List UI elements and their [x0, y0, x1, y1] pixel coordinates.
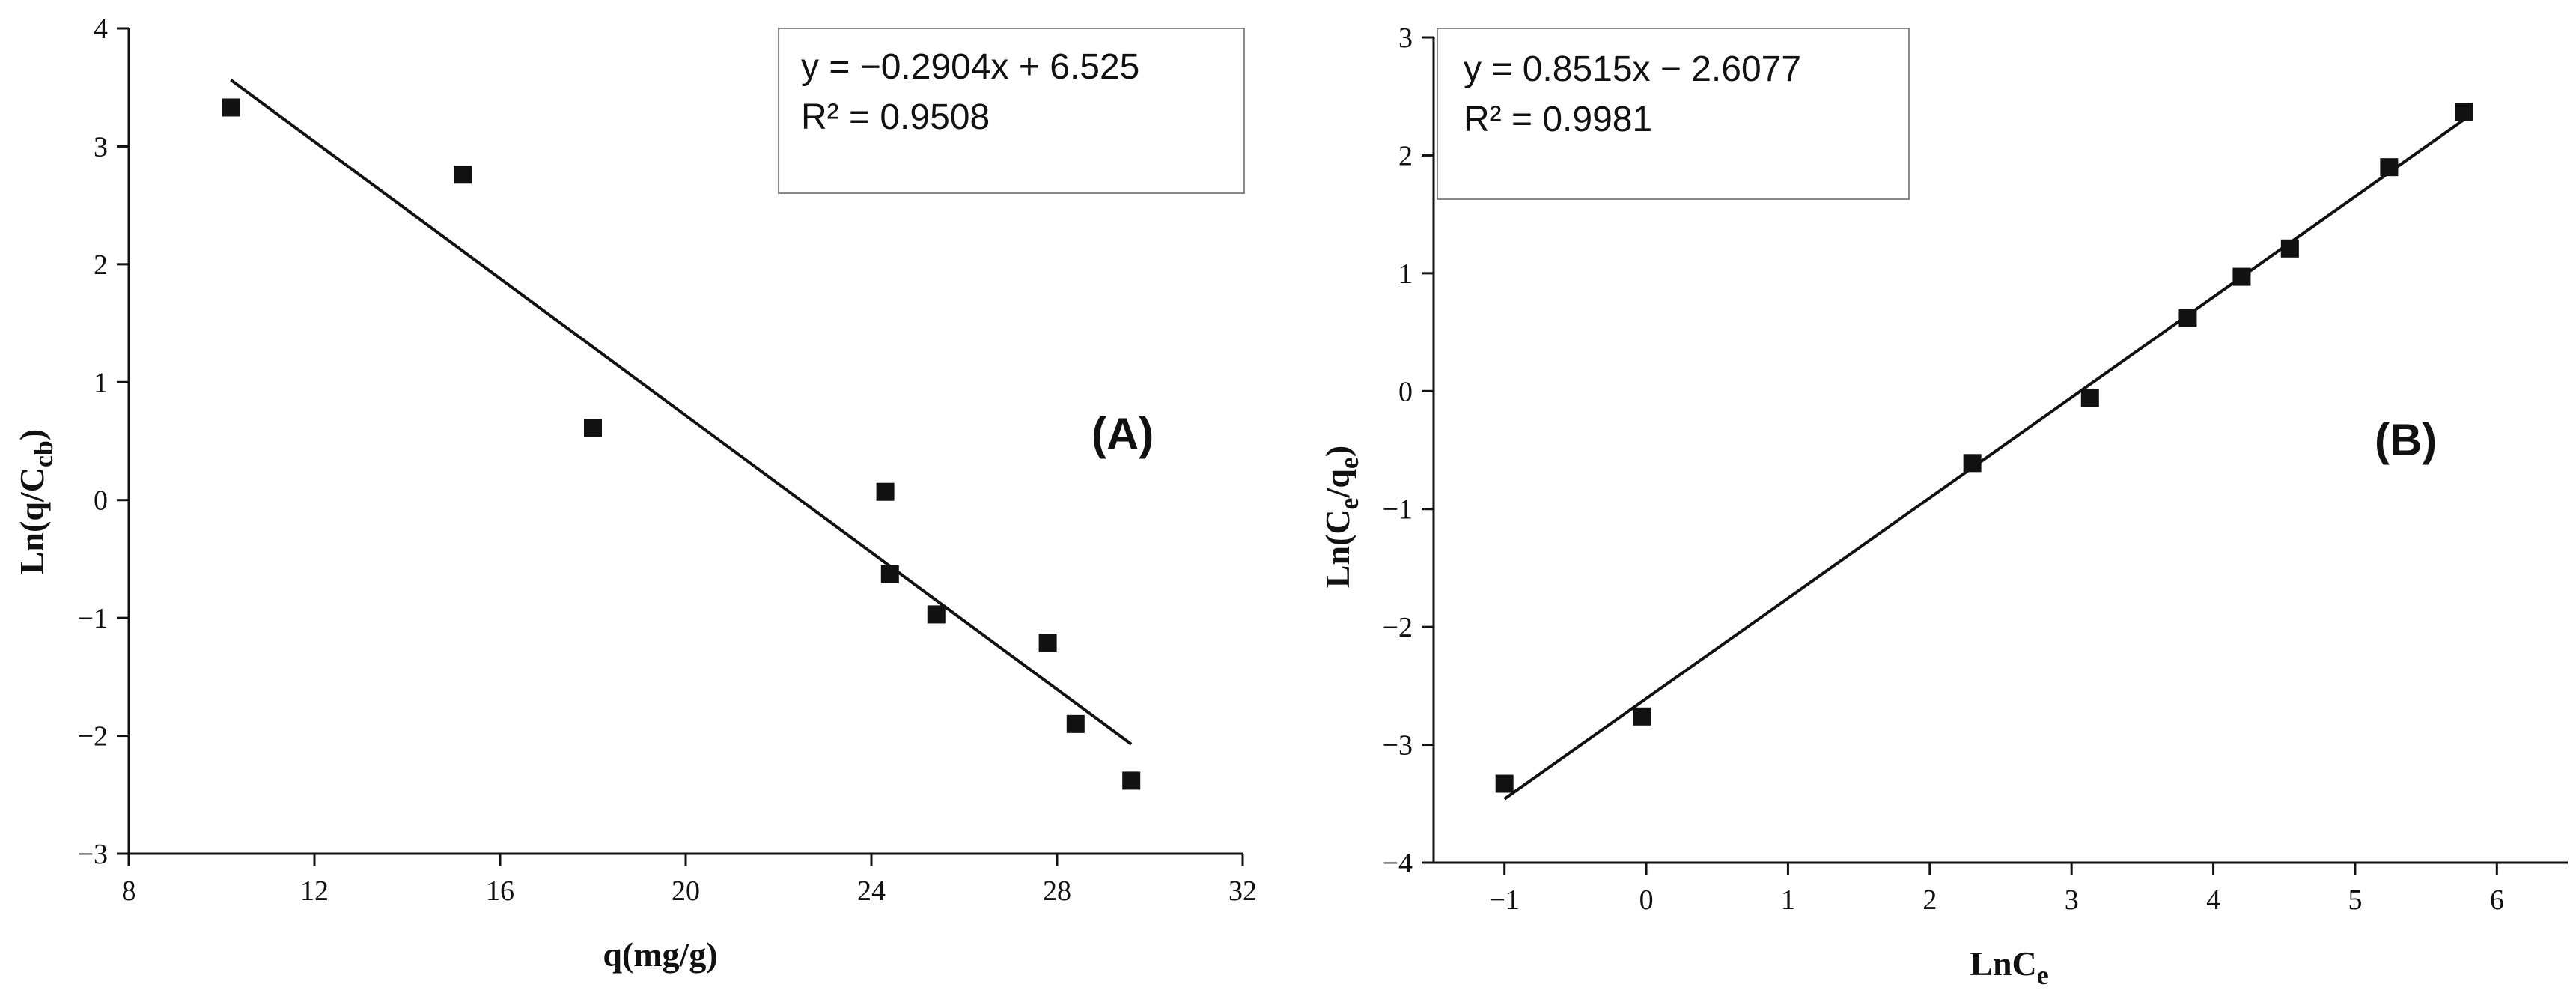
chart-b-x-tick-label: 2 — [1922, 884, 1937, 916]
chart-a-x-tick-label: 32 — [1228, 875, 1257, 907]
chart-b-y-tick-label: 2 — [1398, 140, 1413, 171]
chart-b-data-point — [2280, 239, 2299, 258]
chart-a-y-tick-label: 0 — [94, 485, 108, 517]
chart-a-y-tick-label: −1 — [78, 603, 108, 634]
chart-b-x-tick-label: 3 — [2065, 884, 2079, 916]
chart-a-y-tick-label: −2 — [78, 721, 108, 753]
chart-a-y-tick-label: 4 — [94, 13, 108, 45]
chart-a-y-tick-label: 2 — [94, 249, 108, 281]
chart-a-panel-label: (A) — [1091, 409, 1154, 459]
chart-a-data-point — [876, 482, 895, 501]
chart-a-data-point — [222, 98, 240, 117]
chart-a-x-tick-label: 20 — [672, 875, 700, 907]
chart-a-data-point — [1122, 771, 1141, 790]
chart-b-x-tick-label: −1 — [1489, 884, 1519, 916]
chart-b-y-axis-title: Ln(Ce/qe) — [1318, 446, 1364, 588]
chart-a-y-tick-label: 3 — [94, 131, 108, 163]
chart-b-data-point — [2455, 103, 2473, 121]
chart-b-x-tick-label: 0 — [1639, 884, 1654, 916]
chart-b-data-point — [2178, 309, 2197, 327]
chart-b-fit-line — [1503, 118, 2465, 801]
chart-a: y = −0.2904x + 6.525 R² = 0.9508 (A) q(m… — [13, 13, 1257, 974]
chart-b-data-point — [1963, 454, 1982, 473]
chart-b-y-tick-label: 3 — [1398, 22, 1413, 54]
chart-a-y-axis-title: Ln(q/Ccb) — [13, 429, 58, 575]
chart-b-y-tick-label: −1 — [1383, 494, 1413, 526]
chart-a-r-squared: R² = 0.9508 — [801, 97, 990, 137]
chart-a-legend-box — [778, 28, 1245, 194]
chart-b-x-axis-title: LnCe — [1970, 944, 2048, 990]
chart-a-data-point — [1066, 714, 1085, 733]
chart-a-data-point — [1038, 634, 1057, 652]
chart-b-panel-label: (B) — [2375, 415, 2437, 465]
chart-b-data-point — [2380, 158, 2399, 177]
chart-a-equation: y = −0.2904x + 6.525 — [801, 47, 1139, 87]
chart-a-data-point — [584, 419, 602, 437]
chart-b-y-tick-label: 0 — [1398, 376, 1413, 407]
chart-a-y-tick-label: 1 — [94, 367, 108, 398]
chart-a-y-tick-label: −3 — [78, 839, 108, 870]
chart-b-x-tick-label: 5 — [2348, 884, 2362, 916]
chart-b-equation: y = 0.8515x − 2.6077 — [1464, 49, 1801, 89]
chart-b-x-tick-label: 1 — [1781, 884, 1795, 916]
chart-b-y-tick-label: −3 — [1383, 730, 1413, 762]
chart-a-x-axis-title: q(mg/g) — [603, 935, 717, 974]
chart-b-y-tick-label: 1 — [1398, 258, 1413, 290]
chart-b: y = 0.8515x − 2.6077 R² = 0.9981 (B) LnC… — [1318, 22, 2568, 990]
chart-a-x-tick-label: 24 — [857, 875, 886, 907]
chart-a-fit-line — [230, 79, 1133, 746]
chart-b-y-tick-label: −2 — [1383, 612, 1413, 643]
chart-b-data-point — [2080, 389, 2099, 407]
chart-a-x-tick-label: 28 — [1043, 875, 1071, 907]
chart-b-legend-box — [1437, 28, 1910, 200]
chart-a-x-tick-label: 16 — [486, 875, 514, 907]
chart-a-x-tick-label: 8 — [122, 875, 136, 907]
chart-b-x-tick-label: 4 — [2206, 884, 2220, 916]
chart-b-x-tick-label: 6 — [2490, 884, 2504, 916]
chart-b-y-tick-label: −4 — [1383, 848, 1413, 879]
chart-b-data-point — [2232, 267, 2251, 286]
chart-b-r-squared: R² = 0.9981 — [1464, 100, 1652, 139]
chart-a-x-tick-label: 12 — [300, 875, 329, 907]
chart-b-data-point — [1495, 774, 1514, 793]
chart-b-data-point — [1633, 707, 1651, 726]
chart-a-data-point — [454, 166, 472, 184]
chart-a-data-point — [927, 605, 946, 624]
chart-a-data-point — [880, 565, 899, 583]
